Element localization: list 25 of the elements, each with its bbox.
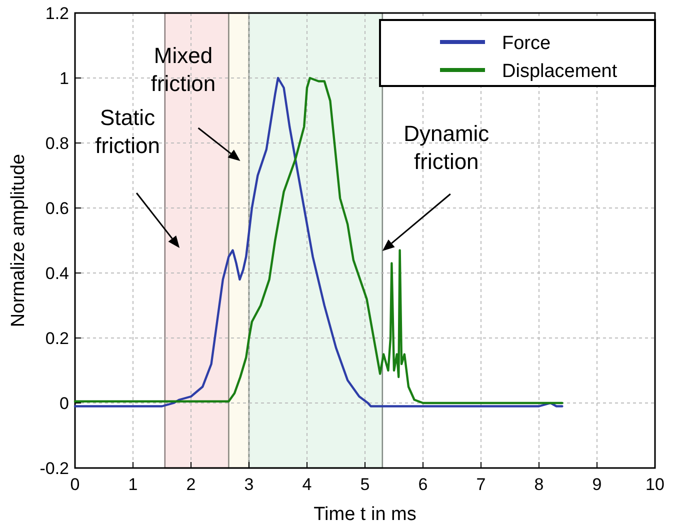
x-tick-label: 8: [534, 475, 544, 494]
y-tick-label: 0.4: [45, 264, 69, 283]
band-label: Dynamic friction: [404, 121, 490, 174]
band-label: Mixed friction: [150, 43, 216, 96]
x-tick-label: 5: [360, 475, 370, 494]
y-tick-label: 0: [60, 394, 69, 413]
x-tick-label: 3: [244, 475, 254, 494]
x-tick-label: 2: [186, 475, 196, 494]
y-tick-label: -0.2: [40, 459, 69, 478]
y-tick-label: 0.2: [45, 329, 69, 348]
legend-label: Force: [502, 33, 551, 54]
x-tick-label: 6: [418, 475, 428, 494]
x-tick-label: 1: [128, 475, 138, 494]
legend-label: Displacement: [502, 61, 618, 82]
y-tick-label: 0.8: [45, 134, 69, 153]
x-tick-label: 7: [476, 475, 486, 494]
band-label: Static friction: [95, 105, 160, 158]
x-tick-label: 10: [646, 475, 664, 494]
y-axis-title: Normalize amplitude: [8, 154, 29, 328]
x-tick-label: 4: [302, 475, 312, 494]
y-tick-label: 0.6: [45, 199, 69, 218]
x-axis-title: Time t in ms: [314, 504, 416, 525]
y-tick-label: 1: [60, 69, 69, 88]
x-tick-label: 9: [592, 475, 602, 494]
y-tick-label: 1.2: [45, 4, 69, 23]
